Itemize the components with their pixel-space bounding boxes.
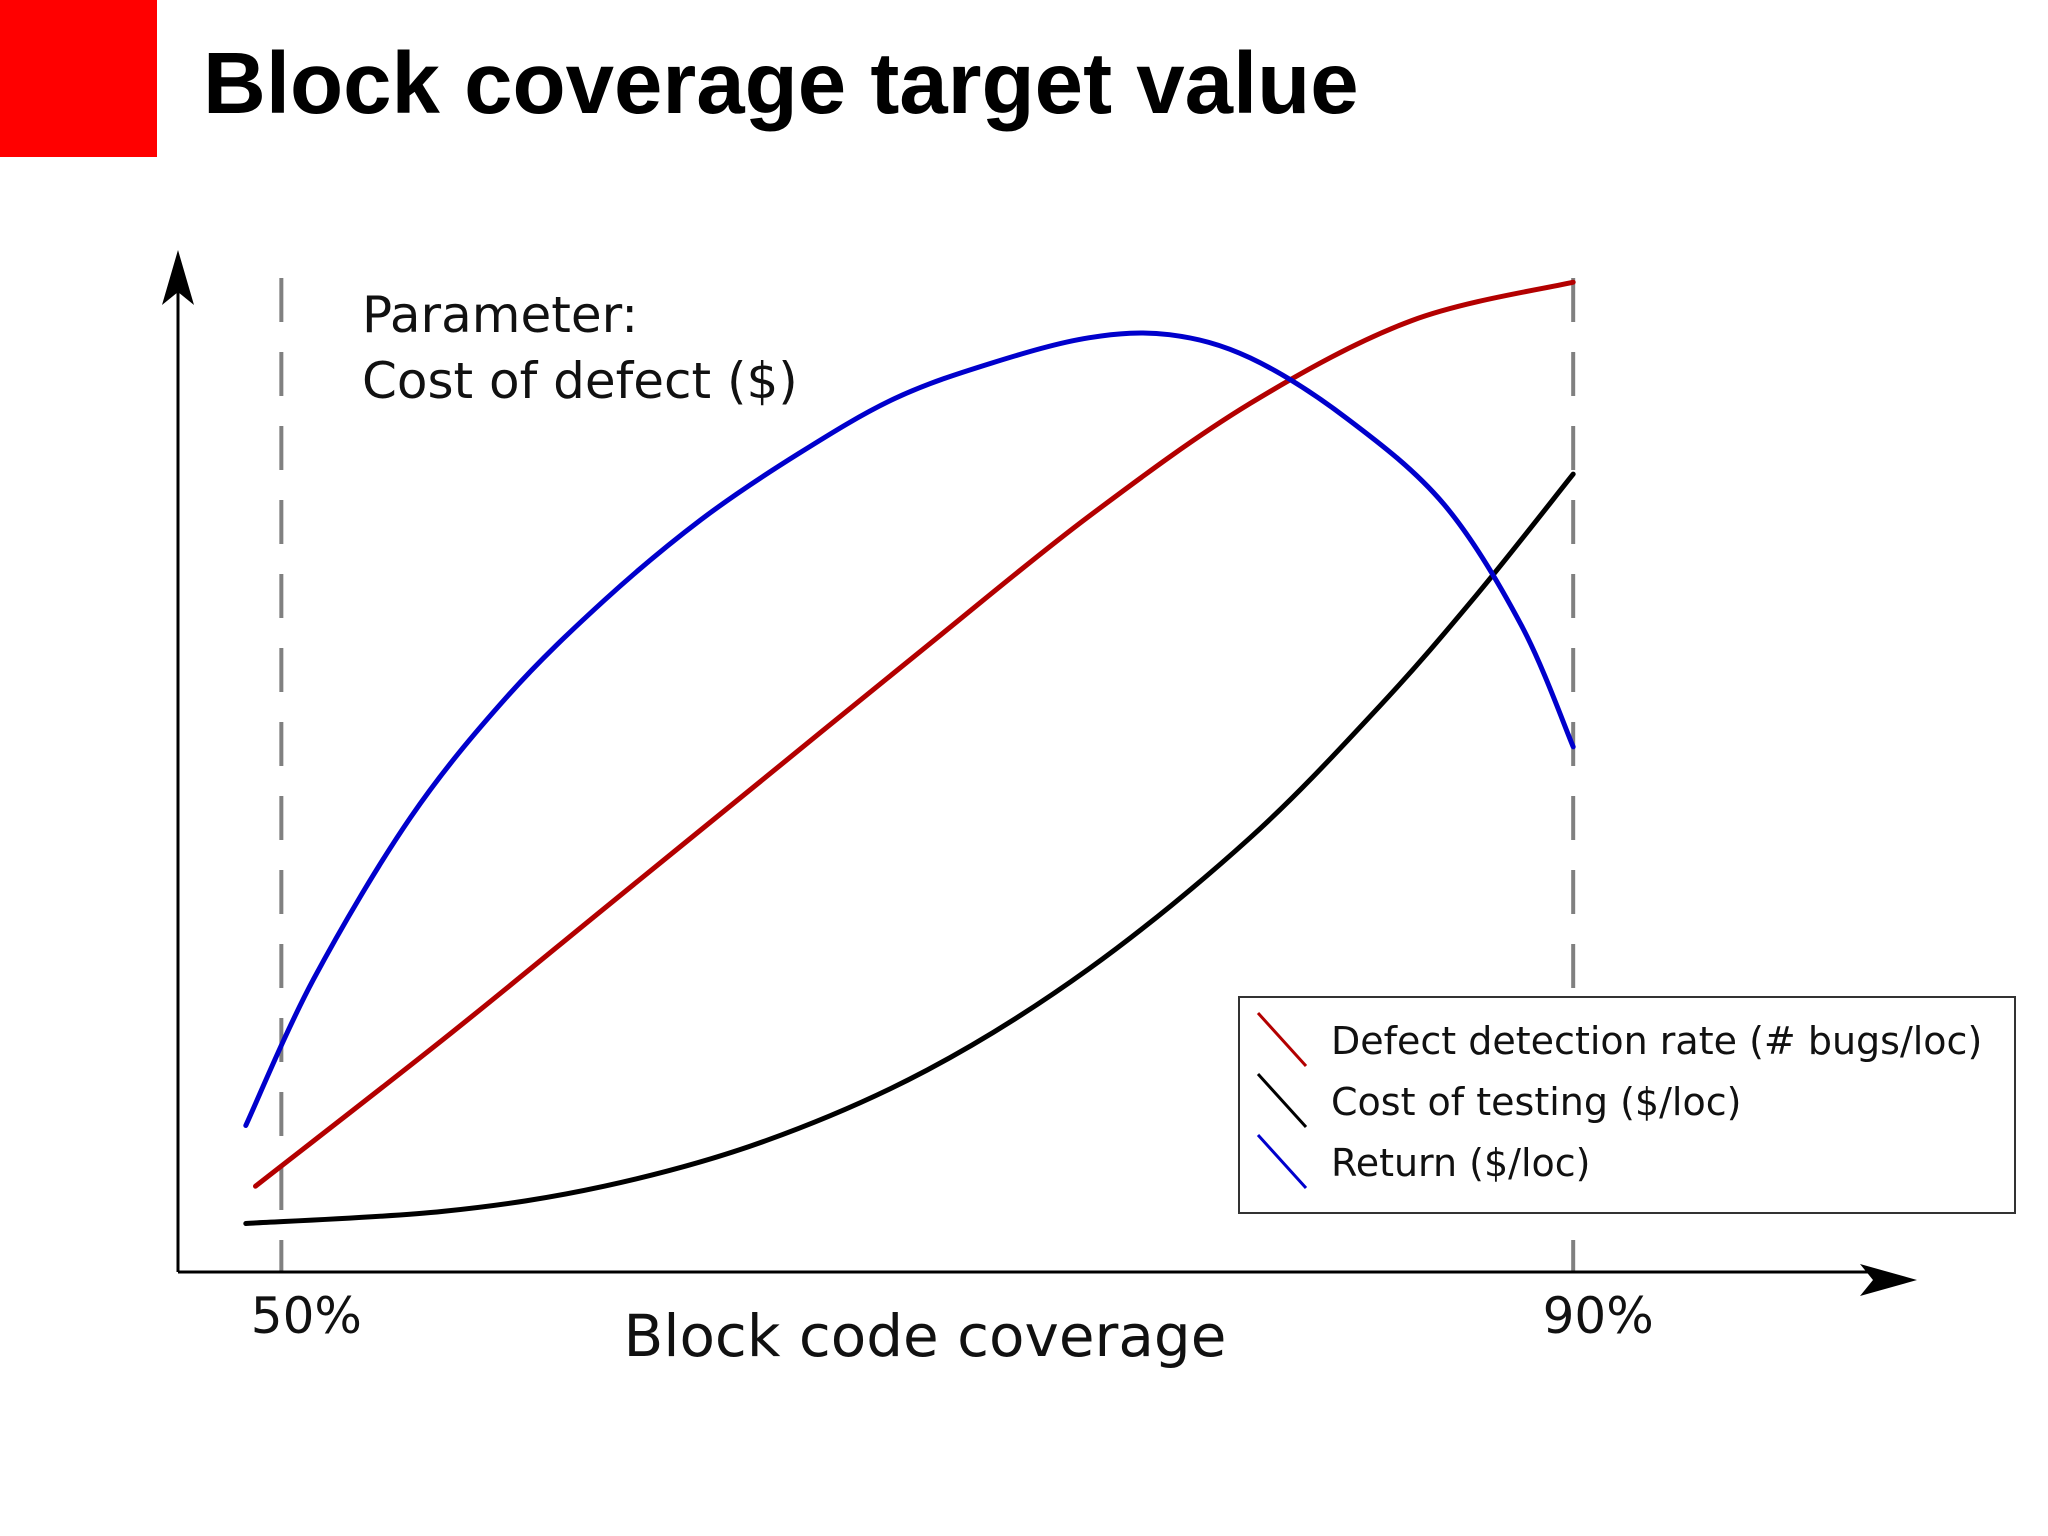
slide-title: Block coverage target value <box>203 35 1359 132</box>
legend-swatch-cost-of-testing-loc <box>1256 1072 1308 1129</box>
annotation-line-1: Parameter: <box>362 286 638 344</box>
series-line-cost-of-testing-loc <box>243 471 1576 1226</box>
legend: Defect detection rate (# bugs/loc) Cost o… <box>1238 996 2016 1214</box>
x-axis-arrow-icon <box>1860 1264 1917 1296</box>
x-tick-label-50: 50% <box>251 1287 362 1345</box>
legend-label-return-loc: Return ($/loc) <box>1331 1141 1591 1185</box>
chart-annotation: Parameter: Cost of defect ($) <box>362 286 798 410</box>
legend-label-defect-detection-rate-bugs-loc: Defect detection rate (# bugs/loc) <box>1331 1019 1982 1063</box>
series-line-return-loc <box>243 330 1576 1128</box>
legend-swatch-defect-detection-rate-bugs-loc <box>1256 1011 1308 1068</box>
x-axis-label: Block code coverage <box>624 1302 1227 1370</box>
x-tick-label-90: 90% <box>1543 1287 1654 1345</box>
series-line-defect-detection-rate-bugs-loc <box>253 279 1576 1189</box>
annotation-line-2: Cost of defect ($) <box>362 352 798 410</box>
y-axis-arrow-icon <box>162 250 194 305</box>
legend-box <box>1238 996 2016 1214</box>
legend-label-cost-of-testing-loc: Cost of testing ($/loc) <box>1331 1080 1741 1124</box>
legend-swatch-return-loc <box>1256 1133 1308 1190</box>
title-accent-block <box>0 0 157 157</box>
